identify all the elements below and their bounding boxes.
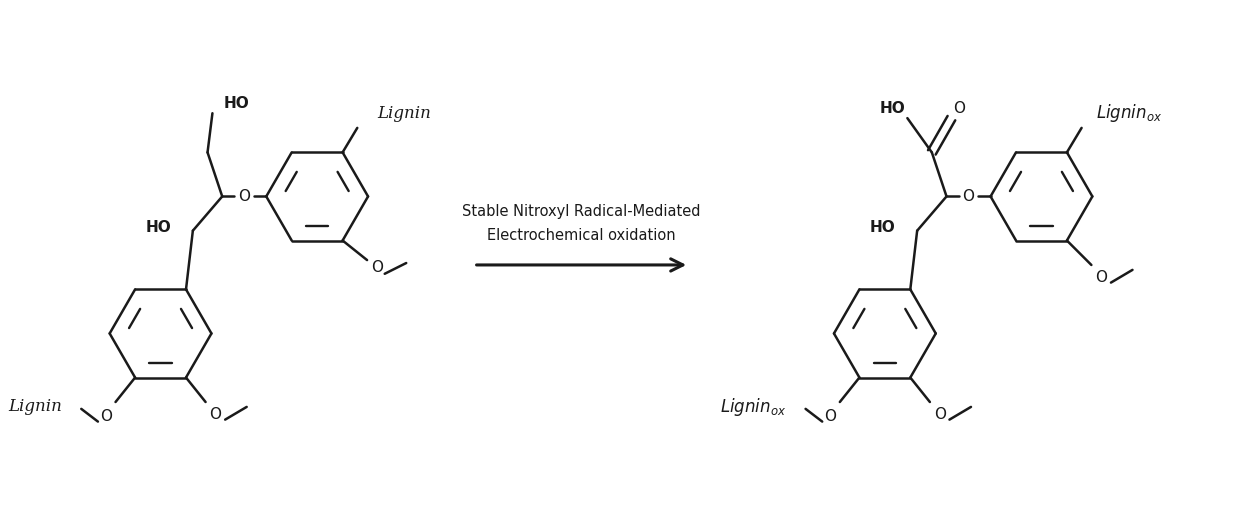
- Text: O: O: [962, 189, 975, 204]
- Text: HO: HO: [224, 96, 249, 111]
- Text: HO: HO: [146, 220, 171, 235]
- Text: $\it{Lignin}_{ox}$: $\it{Lignin}_{ox}$: [719, 396, 786, 418]
- Text: O: O: [1095, 270, 1107, 285]
- Text: O: O: [238, 189, 250, 204]
- Text: O: O: [825, 409, 836, 424]
- Text: Stable Nitroxyl Radical-Mediated: Stable Nitroxyl Radical-Mediated: [463, 204, 701, 218]
- Text: HO: HO: [870, 220, 895, 235]
- Text: O: O: [954, 101, 965, 116]
- Text: $\it{Lignin}_{ox}$: $\it{Lignin}_{ox}$: [1096, 102, 1163, 124]
- Text: Lignin: Lignin: [377, 104, 430, 122]
- Text: O: O: [934, 407, 946, 422]
- Text: O: O: [371, 260, 383, 276]
- Text: HO: HO: [880, 101, 905, 116]
- Text: O: O: [210, 407, 222, 422]
- Text: Lignin: Lignin: [7, 398, 62, 415]
- Text: Electrochemical oxidation: Electrochemical oxidation: [487, 228, 676, 243]
- Text: O: O: [99, 409, 112, 424]
